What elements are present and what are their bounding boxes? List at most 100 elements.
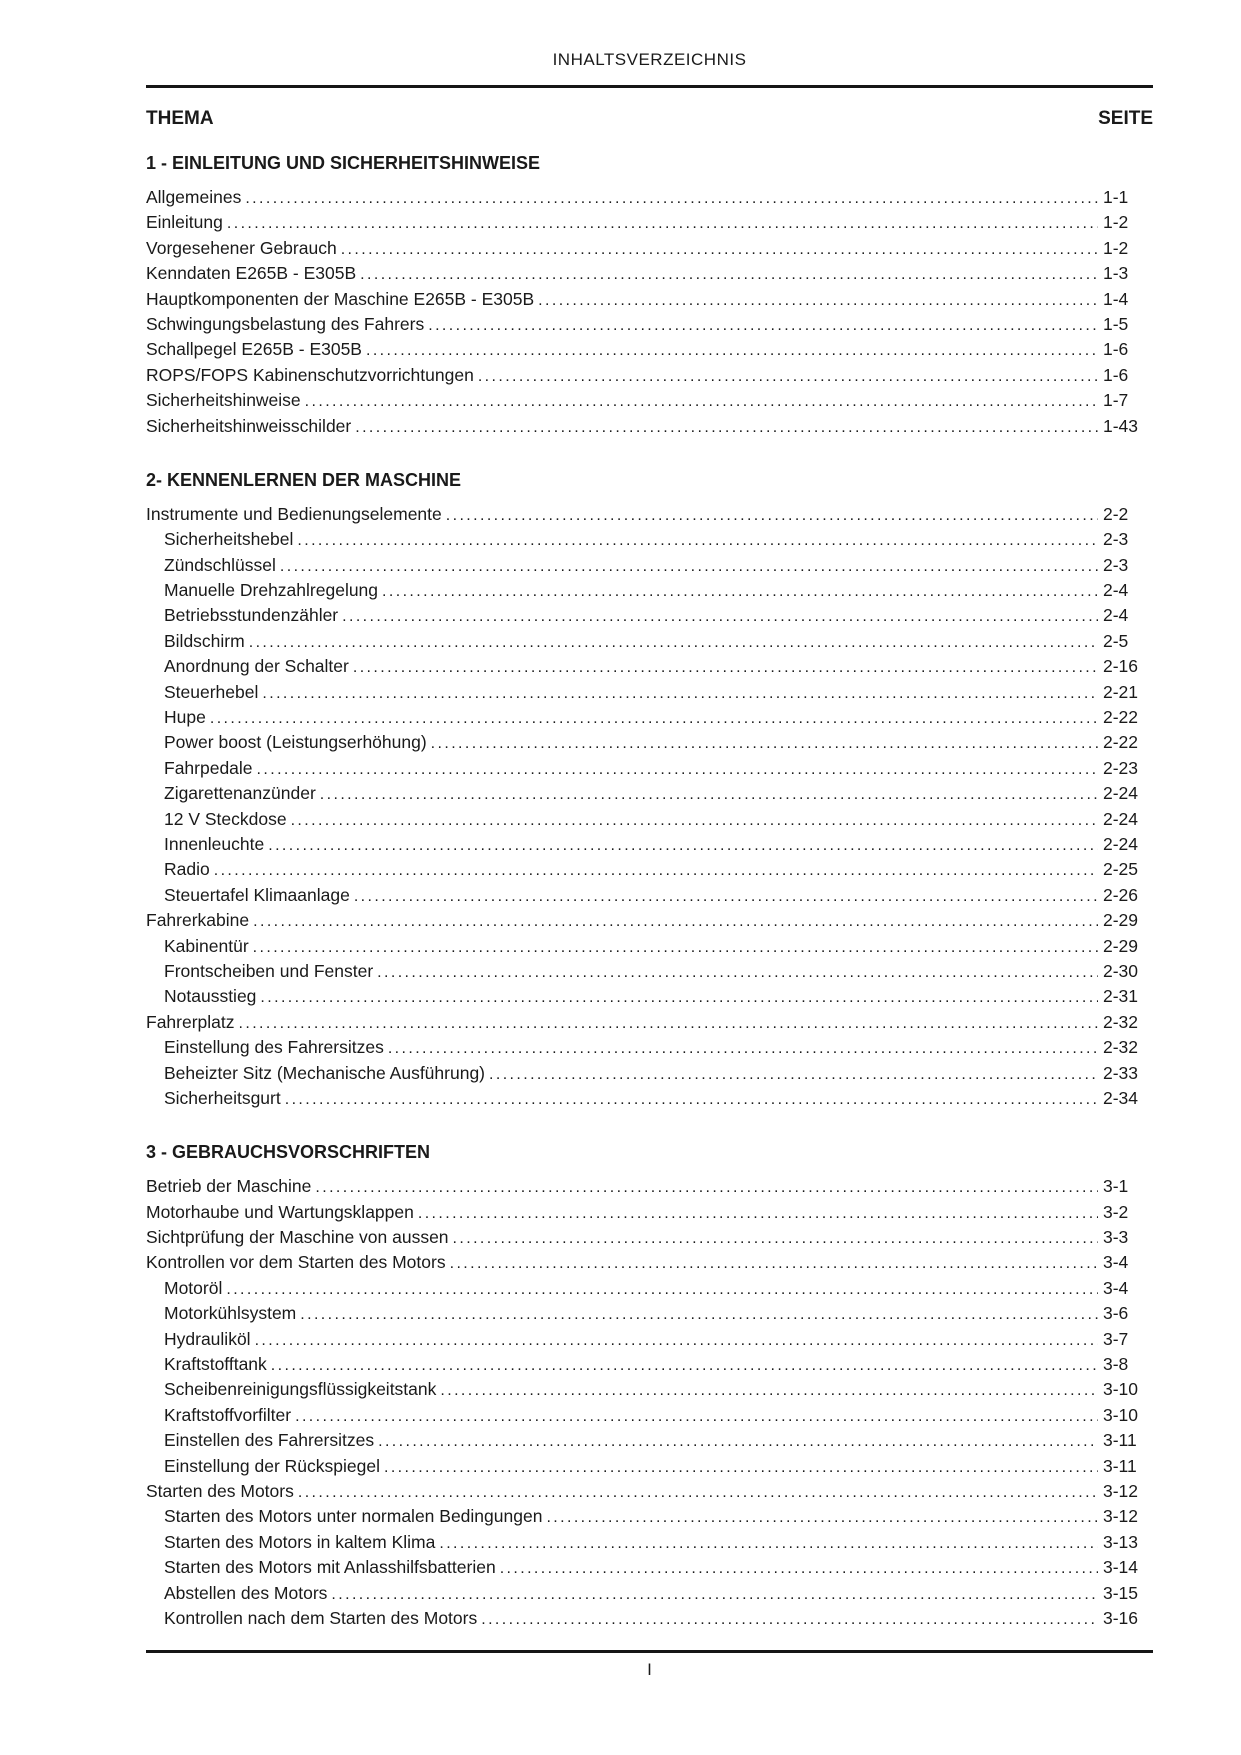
- toc-entry-page: 2-24: [1103, 783, 1139, 804]
- toc-entry: Innenleuchte 2-24: [146, 832, 1153, 857]
- dot-leader: [295, 1403, 1098, 1429]
- dot-leader: [285, 1086, 1098, 1112]
- dot-leader: [378, 1428, 1098, 1454]
- toc-entry-page: 2-21: [1103, 681, 1139, 702]
- toc-entry-label: Sicherheitshinweise: [146, 390, 301, 411]
- dot-leader: [255, 1327, 1098, 1353]
- toc-entry-page: 3-15: [1103, 1582, 1139, 1603]
- toc-entry: Kenndaten E265B - E305B 1-3: [146, 261, 1153, 286]
- toc-entry-page: 2-29: [1103, 935, 1139, 956]
- toc-entry: Abstellen des Motors 3-15: [146, 1581, 1153, 1606]
- dot-leader: [354, 883, 1098, 909]
- column-header-seite: SEITE: [1098, 108, 1153, 129]
- toc-entry-label: Fahrerkabine: [146, 910, 250, 931]
- dot-leader: [320, 781, 1098, 807]
- dot-leader: [271, 1352, 1098, 1378]
- toc-entry-label: Anordnung der Schalter: [164, 656, 349, 677]
- toc-entry: Schwingungsbelastung des Fahrers 1-5: [146, 312, 1153, 337]
- dot-leader: [546, 1504, 1098, 1530]
- toc-entry-page: 3-3: [1103, 1227, 1129, 1248]
- toc-content: INHALTSVERZEICHNIS THEMA SEITE 1 - EINLE…: [146, 0, 1153, 1631]
- dot-leader: [446, 502, 1098, 528]
- toc-entry-page: 1-6: [1103, 364, 1129, 385]
- toc-entry-label: Einstellen des Fahrersitzes: [164, 1430, 375, 1451]
- toc-section: 1 - EINLEITUNG UND SICHERHEITSHINWEISE Al…: [146, 152, 1153, 439]
- section-heading: 1 - EINLEITUNG UND SICHERHEITSHINWEISE: [146, 153, 541, 173]
- toc-entry-label: Starten des Motors: [146, 1480, 294, 1501]
- dot-leader: [268, 832, 1098, 858]
- dot-leader: [257, 756, 1098, 782]
- toc-entry-label: Sicherheitsgurt: [164, 1087, 281, 1108]
- toc-entry-label: Kenndaten E265B - E305B: [146, 263, 357, 284]
- column-header-row: THEMA SEITE: [146, 108, 1153, 130]
- toc-entry-label: Frontscheiben und Fenster: [164, 960, 374, 981]
- toc-entry-label: Einstellung des Fahrersitzes: [164, 1037, 384, 1058]
- toc-entry-label: Instrumente und Bedienungselemente: [146, 503, 442, 524]
- toc-entry-label: Kontrollen nach dem Starten des Motors: [164, 1607, 478, 1628]
- toc-entry-label: Schallpegel E265B - E305B: [146, 339, 362, 360]
- dot-leader: [249, 629, 1098, 655]
- dot-leader: [353, 654, 1098, 680]
- toc-entry-page: 2-5: [1103, 630, 1129, 651]
- toc-entry-page: 2-22: [1103, 707, 1139, 728]
- toc-entry-page: 1-43: [1103, 415, 1139, 436]
- toc-entry: Starten des Motors in kaltem Klima 3-13: [146, 1530, 1153, 1555]
- toc-entry: Scheibenreinigungsflüssigkeitstank 3-10: [146, 1377, 1153, 1402]
- toc-entry: Starten des Motors 3-12: [146, 1479, 1153, 1504]
- toc-entry-label: Innenleuchte: [164, 833, 265, 854]
- dot-leader: [245, 185, 1098, 211]
- toc-entry: Beheizter Sitz (Mechanische Ausführung) 2…: [146, 1061, 1153, 1086]
- dot-leader: [341, 236, 1098, 262]
- toc-entry: Notausstieg 2-31: [146, 984, 1153, 1009]
- page-title: INHALTSVERZEICHNIS: [552, 50, 747, 69]
- dot-leader: [431, 730, 1098, 756]
- toc-entry-label: Kraftstoffvorfilter: [164, 1404, 292, 1425]
- toc-entry: Zündschlüssel 2-3: [146, 553, 1153, 578]
- toc-entry-label: Starten des Motors unter normalen Beding…: [164, 1506, 543, 1527]
- footer-rule: [146, 1650, 1153, 1653]
- dot-leader: [478, 363, 1098, 389]
- toc-entry-label: Power boost (Leistungserhöhung): [164, 732, 427, 753]
- toc-entry-page: 3-1: [1103, 1176, 1129, 1197]
- dot-leader: [450, 1250, 1098, 1276]
- dot-leader: [297, 527, 1098, 553]
- toc-entry-label: Abstellen des Motors: [164, 1582, 328, 1603]
- toc-entry-label: Betriebsstundenzähler: [164, 605, 339, 626]
- dot-leader: [500, 1555, 1098, 1581]
- toc-entry: Kabinentür 2-29: [146, 934, 1153, 959]
- toc-entry: Fahrerplatz 2-32: [146, 1010, 1153, 1035]
- dot-leader: [331, 1581, 1098, 1607]
- toc-entry: Einleitung 1-2: [146, 210, 1153, 235]
- toc-entry: Bildschirm 2-5: [146, 629, 1153, 654]
- toc-entry-page: 2-23: [1103, 757, 1139, 778]
- toc-entry-page: 3-7: [1103, 1328, 1129, 1349]
- toc-entry-label: Betrieb der Maschine: [146, 1176, 312, 1197]
- dot-leader: [342, 603, 1098, 629]
- toc-entry-label: Fahrerplatz: [146, 1011, 235, 1032]
- toc-entry: Steuertafel Klimaanlage 2-26: [146, 883, 1153, 908]
- toc-entry-page: 2-32: [1103, 1011, 1139, 1032]
- dot-leader: [453, 1225, 1098, 1251]
- page-footer: I: [146, 1650, 1153, 1680]
- toc-entry-page: 2-22: [1103, 732, 1139, 753]
- toc-entry-label: Schwingungsbelastung des Fahrers: [146, 313, 425, 334]
- dot-leader: [262, 680, 1098, 706]
- toc-entry: Manuelle Drehzahlregelung 2-4: [146, 578, 1153, 603]
- dot-leader: [538, 287, 1098, 313]
- toc-entry-label: Starten des Motors mit Anlasshilfsbatter…: [164, 1557, 496, 1578]
- toc-entry-label: Starten des Motors in kaltem Klima: [164, 1531, 436, 1552]
- toc-entry-page: 1-6: [1103, 339, 1129, 360]
- toc-entry-page: 3-4: [1103, 1277, 1129, 1298]
- dot-leader: [210, 705, 1098, 731]
- dot-leader: [298, 1479, 1098, 1505]
- toc-entry-page: 3-10: [1103, 1379, 1139, 1400]
- dot-leader: [384, 1454, 1098, 1480]
- toc-entry: Sicherheitshinweise 1-7: [146, 388, 1153, 413]
- dot-leader: [428, 312, 1098, 338]
- toc-entry-label: Hauptkomponenten der Maschine E265B - E3…: [146, 288, 535, 309]
- toc-entry-page: 2-25: [1103, 859, 1139, 880]
- toc-entry: Sicherheitsgurt 2-34: [146, 1086, 1153, 1111]
- toc-entry-page: 1-2: [1103, 212, 1129, 233]
- toc-entry: Einstellung der Rückspiegel 3-11: [146, 1454, 1153, 1479]
